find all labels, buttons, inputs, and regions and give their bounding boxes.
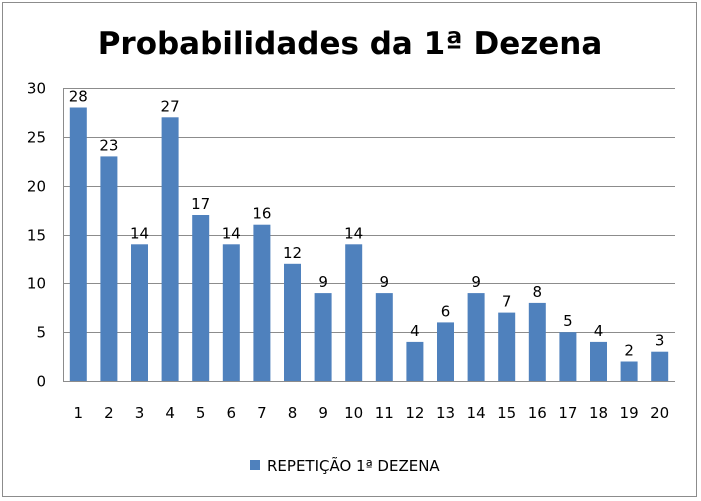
- data-label-13: 6: [441, 302, 451, 320]
- x-tick-label: 20: [650, 404, 669, 422]
- data-label-3: 14: [130, 224, 149, 242]
- x-tick-label: 3: [135, 404, 145, 422]
- x-tick-label: 13: [436, 404, 455, 422]
- bar-3: [131, 244, 148, 381]
- bar-4: [161, 117, 179, 382]
- data-label-15: 7: [502, 293, 512, 311]
- legend: REPETIÇÃO 1ª DEZENA: [250, 456, 440, 475]
- legend-swatch: [250, 460, 260, 470]
- x-tick-label: 8: [288, 404, 298, 422]
- bar-16: [528, 302, 546, 381]
- data-label-20: 3: [655, 332, 665, 350]
- data-label-4: 27: [161, 97, 180, 115]
- y-tick-label: 20: [27, 178, 46, 196]
- bar-7: [253, 224, 271, 381]
- data-label-14: 9: [471, 273, 481, 291]
- bar-5: [192, 215, 210, 381]
- bar-20: [651, 351, 669, 381]
- bar-14: [467, 293, 485, 381]
- data-label-11: 9: [380, 273, 390, 291]
- bar-6: [222, 244, 240, 381]
- data-label-1: 28: [69, 88, 88, 106]
- bar-13: [437, 322, 454, 381]
- x-tick-label: 11: [375, 404, 394, 422]
- x-tick-label: 16: [528, 404, 547, 422]
- x-tick-label: 17: [558, 404, 577, 422]
- data-label-2: 23: [99, 136, 118, 154]
- x-tick-label: 2: [104, 404, 114, 422]
- data-label-17: 5: [563, 312, 573, 330]
- x-tick-label: 6: [227, 404, 237, 422]
- x-tick-label: 18: [589, 404, 608, 422]
- y-tick-label: 15: [27, 227, 46, 245]
- data-label-19: 2: [624, 342, 634, 360]
- data-label-8: 12: [283, 244, 302, 262]
- x-tick-label: 19: [620, 404, 639, 422]
- x-tick-label: 12: [405, 404, 424, 422]
- data-label-12: 4: [410, 322, 420, 340]
- bar-19: [620, 361, 638, 381]
- data-label-6: 14: [222, 224, 241, 242]
- y-tick-label: 30: [27, 80, 46, 98]
- bar-1: [69, 107, 87, 381]
- x-tick-label: 15: [497, 404, 516, 422]
- x-tick-label: 7: [257, 404, 267, 422]
- data-label-9: 9: [318, 273, 328, 291]
- data-label-10: 14: [344, 224, 363, 242]
- data-label-5: 17: [191, 195, 210, 213]
- y-axis-ticks: 0 5 10 15 20 25 30: [27, 80, 46, 391]
- data-label-18: 4: [594, 322, 604, 340]
- bar-15: [498, 312, 516, 381]
- gridlines: [63, 88, 675, 382]
- y-tick-label: 0: [36, 373, 46, 391]
- bar-9: [314, 293, 332, 381]
- bar-17: [559, 332, 577, 381]
- x-tick-label: 9: [318, 404, 328, 422]
- bar-10: [345, 244, 363, 381]
- y-tick-label: 10: [27, 275, 46, 293]
- data-label-16: 8: [533, 283, 543, 301]
- y-tick-label: 25: [27, 129, 46, 147]
- x-tick-label: 1: [74, 404, 84, 422]
- x-tick-label: 4: [165, 404, 175, 422]
- bar-11: [375, 293, 393, 381]
- x-tick-label: 10: [344, 404, 363, 422]
- bar-12: [406, 341, 424, 381]
- x-tick-label: 14: [467, 404, 486, 422]
- x-tick-label: 5: [196, 404, 206, 422]
- legend-label: REPETIÇÃO 1ª DEZENA: [267, 456, 440, 475]
- bar-2: [100, 156, 118, 381]
- bar-8: [284, 263, 301, 381]
- y-tick-label: 5: [36, 324, 46, 342]
- data-label-7: 16: [252, 205, 271, 223]
- bars: [69, 107, 669, 382]
- x-axis-ticks: 1 2 3 4 5 6 7 8 9 10 11 12 13 14 15 16 17 18 19 20: [74, 404, 670, 422]
- bar-18: [590, 341, 607, 381]
- chart-title: Probabilidades da 1ª Dezena: [98, 26, 603, 62]
